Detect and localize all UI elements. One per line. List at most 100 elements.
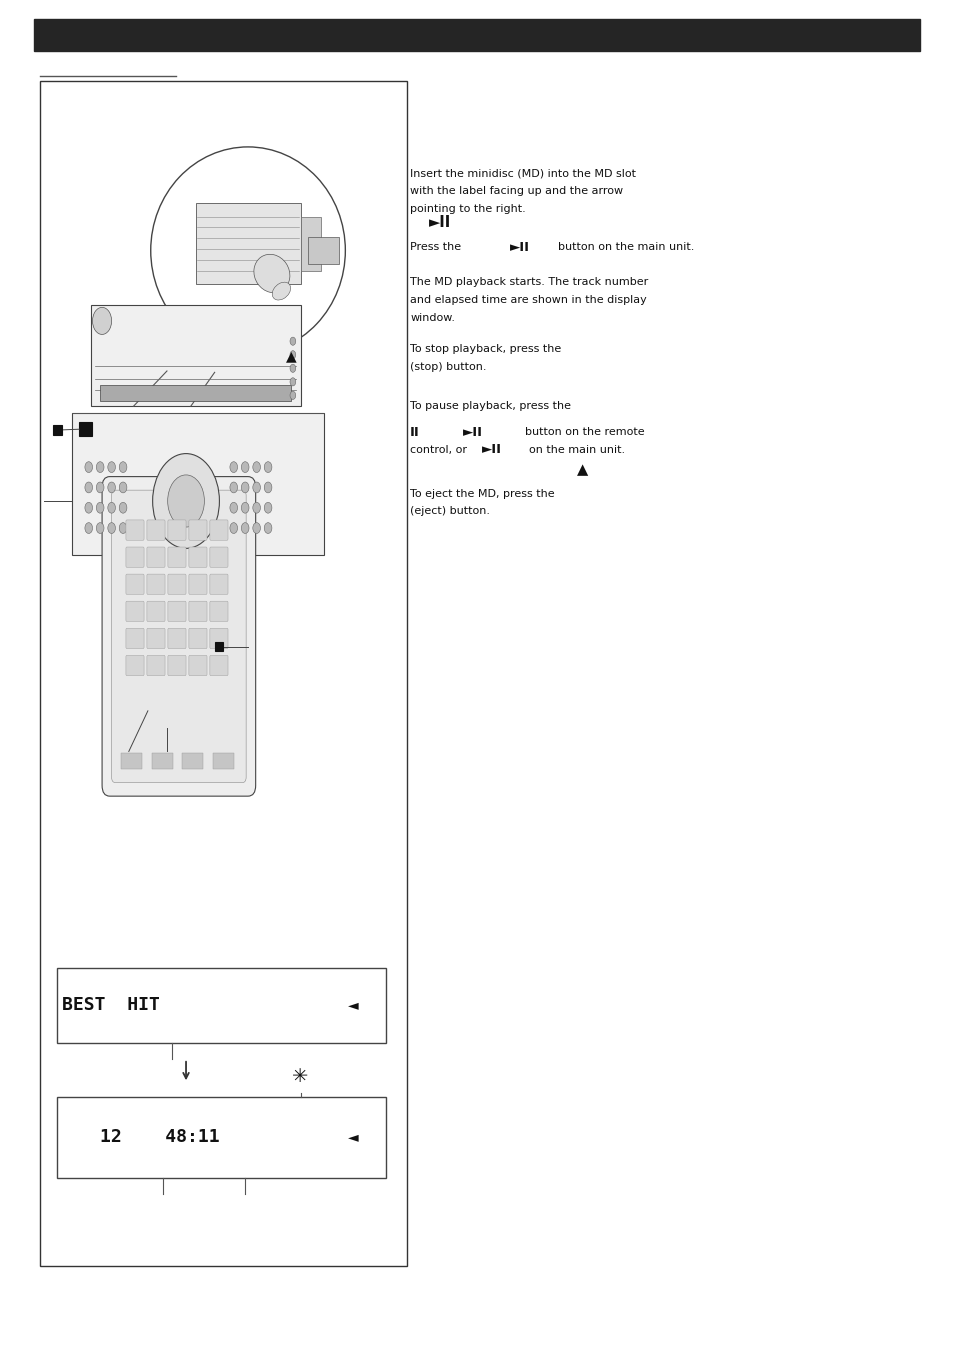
FancyBboxPatch shape bbox=[210, 520, 228, 540]
Ellipse shape bbox=[151, 148, 345, 353]
FancyBboxPatch shape bbox=[210, 628, 228, 649]
FancyBboxPatch shape bbox=[168, 655, 186, 676]
Circle shape bbox=[264, 462, 272, 473]
Circle shape bbox=[119, 462, 127, 473]
Circle shape bbox=[241, 482, 249, 493]
FancyBboxPatch shape bbox=[147, 520, 165, 540]
Bar bbox=[53, 425, 62, 435]
Circle shape bbox=[85, 482, 92, 493]
Text: on the main unit.: on the main unit. bbox=[529, 444, 625, 455]
Text: 12    48:11: 12 48:11 bbox=[100, 1128, 219, 1147]
Circle shape bbox=[230, 482, 237, 493]
Text: button on the remote: button on the remote bbox=[524, 427, 643, 437]
FancyBboxPatch shape bbox=[210, 601, 228, 621]
Bar bbox=[213, 753, 233, 769]
Circle shape bbox=[108, 523, 115, 533]
Circle shape bbox=[108, 462, 115, 473]
Bar bbox=[91, 305, 300, 406]
Circle shape bbox=[85, 502, 92, 513]
Circle shape bbox=[96, 502, 104, 513]
Text: To eject the MD, press the: To eject the MD, press the bbox=[410, 489, 555, 498]
Text: button on the main unit.: button on the main unit. bbox=[558, 242, 694, 252]
Text: control, or: control, or bbox=[410, 444, 467, 455]
FancyBboxPatch shape bbox=[126, 520, 144, 540]
Bar bbox=[195, 203, 300, 284]
Bar bbox=[57, 1097, 386, 1178]
Bar bbox=[121, 753, 142, 769]
Bar bbox=[34, 19, 919, 51]
Text: ►II: ►II bbox=[462, 425, 482, 439]
FancyBboxPatch shape bbox=[168, 547, 186, 567]
Text: ▲: ▲ bbox=[577, 462, 588, 477]
FancyBboxPatch shape bbox=[189, 574, 207, 594]
Circle shape bbox=[96, 482, 104, 493]
FancyBboxPatch shape bbox=[147, 547, 165, 567]
Circle shape bbox=[253, 462, 260, 473]
FancyBboxPatch shape bbox=[189, 601, 207, 621]
Circle shape bbox=[264, 502, 272, 513]
Text: ►II: ►II bbox=[481, 443, 501, 456]
FancyBboxPatch shape bbox=[210, 547, 228, 567]
FancyBboxPatch shape bbox=[189, 655, 207, 676]
FancyBboxPatch shape bbox=[168, 574, 186, 594]
FancyBboxPatch shape bbox=[147, 628, 165, 649]
Circle shape bbox=[152, 454, 219, 548]
Circle shape bbox=[290, 364, 295, 372]
Circle shape bbox=[230, 502, 237, 513]
FancyBboxPatch shape bbox=[189, 547, 207, 567]
Circle shape bbox=[119, 482, 127, 493]
Text: BEST  HIT: BEST HIT bbox=[62, 997, 160, 1014]
Text: II: II bbox=[410, 425, 419, 439]
Circle shape bbox=[290, 391, 295, 399]
Text: To stop playback, press the: To stop playback, press the bbox=[410, 344, 561, 355]
Circle shape bbox=[253, 482, 260, 493]
FancyBboxPatch shape bbox=[126, 574, 144, 594]
Bar bbox=[71, 413, 324, 555]
FancyBboxPatch shape bbox=[168, 520, 186, 540]
Text: The MD playback starts. The track number: The MD playback starts. The track number bbox=[410, 278, 648, 287]
FancyBboxPatch shape bbox=[126, 547, 144, 567]
Circle shape bbox=[264, 482, 272, 493]
Circle shape bbox=[230, 523, 237, 533]
FancyBboxPatch shape bbox=[189, 628, 207, 649]
Circle shape bbox=[241, 502, 249, 513]
Bar bbox=[40, 81, 407, 1266]
FancyBboxPatch shape bbox=[126, 601, 144, 621]
Circle shape bbox=[230, 462, 237, 473]
FancyBboxPatch shape bbox=[112, 490, 246, 783]
Circle shape bbox=[119, 502, 127, 513]
FancyBboxPatch shape bbox=[210, 655, 228, 676]
Circle shape bbox=[241, 523, 249, 533]
Bar bbox=[214, 642, 223, 651]
FancyBboxPatch shape bbox=[102, 477, 255, 796]
Bar bbox=[300, 217, 321, 271]
FancyBboxPatch shape bbox=[147, 574, 165, 594]
Bar bbox=[79, 422, 91, 436]
Text: ►II: ►II bbox=[429, 215, 451, 230]
Circle shape bbox=[119, 523, 127, 533]
Circle shape bbox=[241, 462, 249, 473]
Text: with the label facing up and the arrow: with the label facing up and the arrow bbox=[410, 185, 622, 196]
Text: and elapsed time are shown in the display: and elapsed time are shown in the displa… bbox=[410, 295, 646, 305]
Bar bbox=[182, 753, 203, 769]
FancyBboxPatch shape bbox=[147, 655, 165, 676]
Text: ◄: ◄ bbox=[347, 1131, 358, 1144]
Circle shape bbox=[85, 523, 92, 533]
Circle shape bbox=[108, 482, 115, 493]
Text: pointing to the right.: pointing to the right. bbox=[410, 203, 525, 214]
Circle shape bbox=[108, 502, 115, 513]
Text: ◄: ◄ bbox=[347, 998, 358, 1013]
Bar bbox=[152, 753, 172, 769]
Circle shape bbox=[290, 378, 295, 386]
FancyBboxPatch shape bbox=[189, 520, 207, 540]
Bar bbox=[308, 237, 338, 264]
Text: window.: window. bbox=[410, 313, 455, 322]
Bar bbox=[100, 385, 291, 401]
Circle shape bbox=[264, 523, 272, 533]
Text: To pause playback, press the: To pause playback, press the bbox=[410, 401, 571, 410]
Text: (stop) button.: (stop) button. bbox=[410, 362, 486, 372]
Circle shape bbox=[290, 337, 295, 345]
Circle shape bbox=[96, 523, 104, 533]
Text: ✳: ✳ bbox=[292, 1067, 309, 1086]
Circle shape bbox=[96, 462, 104, 473]
